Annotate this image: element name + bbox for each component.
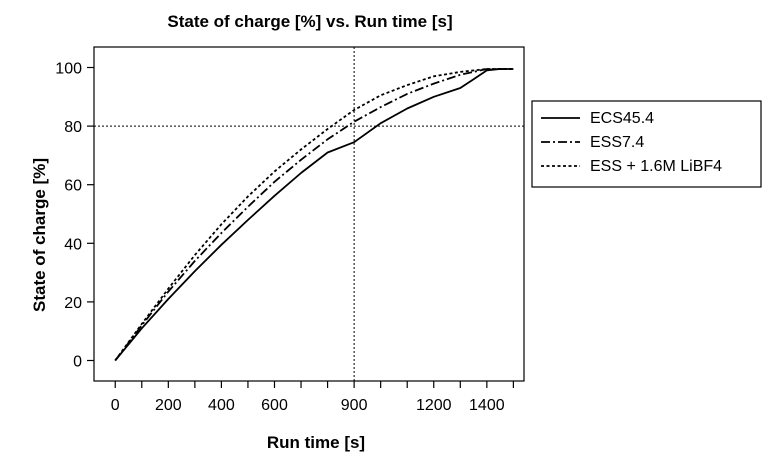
y-tick-label: 0 bbox=[73, 353, 82, 370]
series-line-2 bbox=[114, 68, 514, 362]
y-axis-label: State of charge [%] bbox=[30, 158, 49, 312]
x-tick-label: 0 bbox=[111, 397, 120, 414]
chart-title: State of charge [%] vs. Run time [s] bbox=[167, 12, 452, 31]
legend-box bbox=[531, 100, 762, 188]
series-line-1 bbox=[114, 68, 514, 362]
legend: ECS45.4 ESS7.4 ESS + 1.6M LiBF4 bbox=[531, 100, 762, 188]
plot-frame bbox=[93, 46, 525, 382]
legend-label-3: ESS + 1.6M LiBF4 bbox=[590, 158, 722, 175]
y-axis: 0 20 40 60 80 100 bbox=[55, 61, 94, 370]
y-tick-label: 40 bbox=[64, 236, 82, 253]
reference-lines bbox=[94, 47, 524, 381]
x-tick-label: 400 bbox=[208, 397, 235, 414]
x-tick-label: 600 bbox=[261, 397, 288, 414]
x-tick-label: 1200 bbox=[416, 397, 452, 414]
series-group bbox=[114, 68, 514, 362]
series-line-3 bbox=[114, 68, 514, 362]
y-tick-label: 80 bbox=[64, 119, 82, 136]
y-tick-label: 60 bbox=[64, 178, 82, 195]
x-axis: 0 200 400 600 900 1200 1400 bbox=[111, 381, 514, 414]
plot-area bbox=[93, 46, 525, 382]
x-tick-label: 900 bbox=[341, 397, 368, 414]
x-axis-label: Run time [s] bbox=[267, 433, 365, 452]
legend-label-2: ESS7.4 bbox=[590, 134, 644, 151]
y-tick-label: 100 bbox=[55, 61, 82, 78]
x-tick-label: 200 bbox=[155, 397, 182, 414]
legend-label-1: ECS45.4 bbox=[590, 110, 654, 127]
x-tick-label: 1400 bbox=[469, 397, 505, 414]
y-tick-label: 20 bbox=[64, 295, 82, 312]
